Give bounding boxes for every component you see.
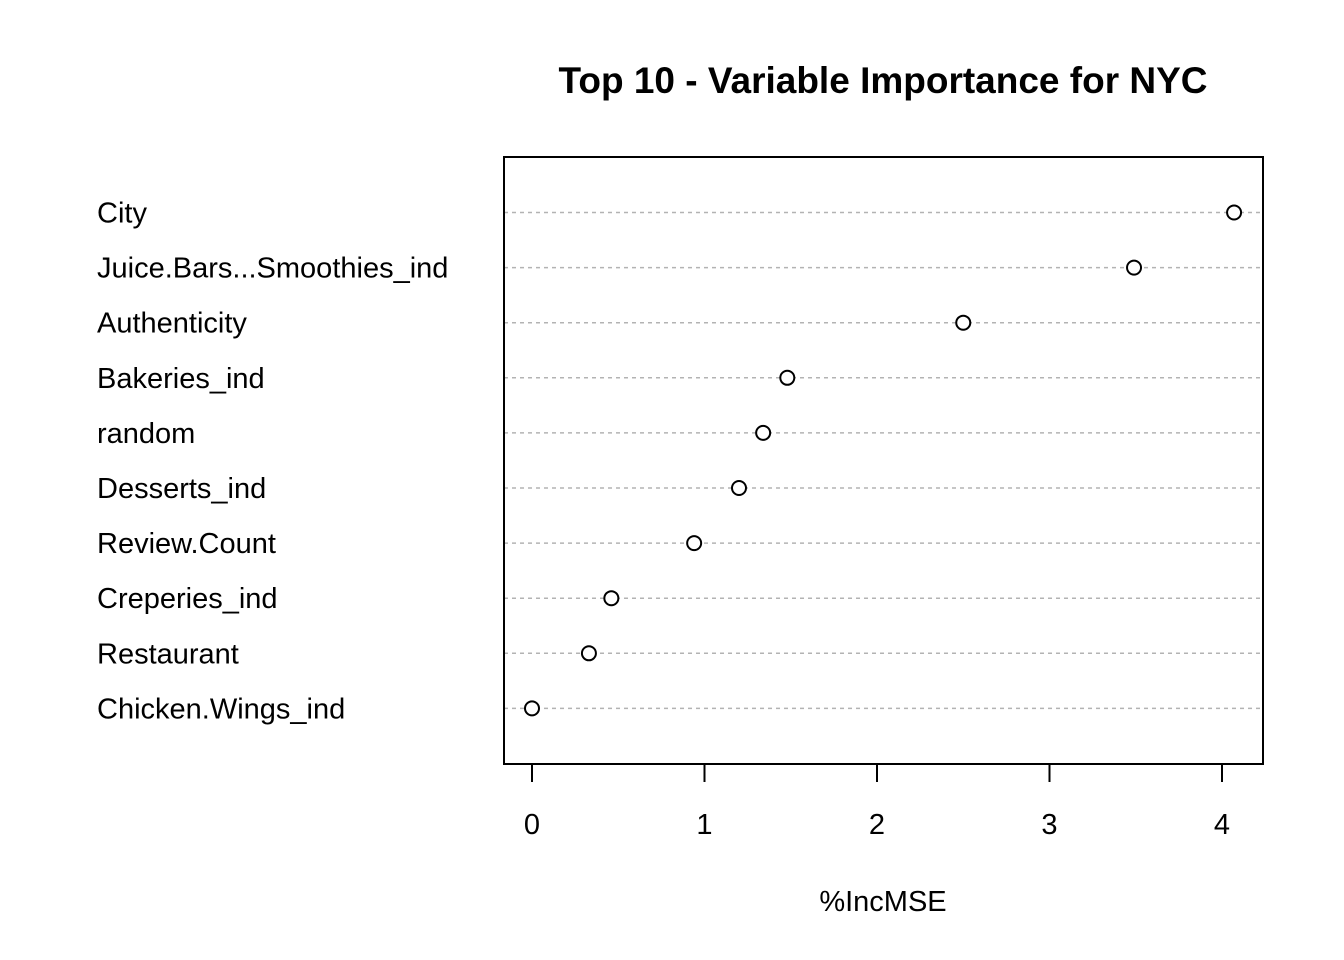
x-tick-label: 2 — [869, 809, 885, 841]
data-point — [1226, 204, 1243, 221]
category-label: Creperies_ind — [97, 583, 278, 615]
category-label: Restaurant — [97, 638, 239, 670]
category-label: Juice.Bars...Smoothies_ind — [97, 253, 448, 285]
data-point — [731, 480, 747, 496]
plot-frame — [503, 156, 1264, 765]
data-point — [955, 314, 972, 331]
category-label: Bakeries_ind — [97, 363, 265, 395]
x-tick-label: 0 — [524, 809, 540, 841]
category-labels: City Juice.Bars...Smoothies_ind Authentici… — [97, 198, 448, 726]
x-tick-label: 4 — [1214, 809, 1230, 841]
grid-lines — [504, 211, 1263, 710]
category-label: Authenticity — [97, 308, 247, 340]
data-points — [524, 204, 1243, 717]
category-label: Chicken.Wings_ind — [97, 693, 345, 725]
x-axis-label: %IncMSE — [819, 886, 946, 918]
category-label: random — [97, 418, 195, 450]
category-label: City — [97, 198, 147, 230]
data-point — [686, 535, 703, 552]
x-tick-label: 1 — [696, 809, 712, 841]
category-label: Desserts_ind — [97, 473, 266, 505]
x-tick-label: 3 — [1041, 809, 1057, 841]
data-point — [603, 590, 620, 607]
data-point — [580, 645, 597, 662]
data-point — [779, 369, 796, 386]
data-point — [524, 700, 540, 717]
data-point — [755, 424, 772, 441]
chart-title: Top 10 - Variable Importance for NYC — [558, 60, 1207, 101]
data-point — [1126, 259, 1143, 276]
x-axis: 0 1 2 3 4 — [524, 764, 1230, 841]
category-label: Review.Count — [97, 528, 276, 560]
